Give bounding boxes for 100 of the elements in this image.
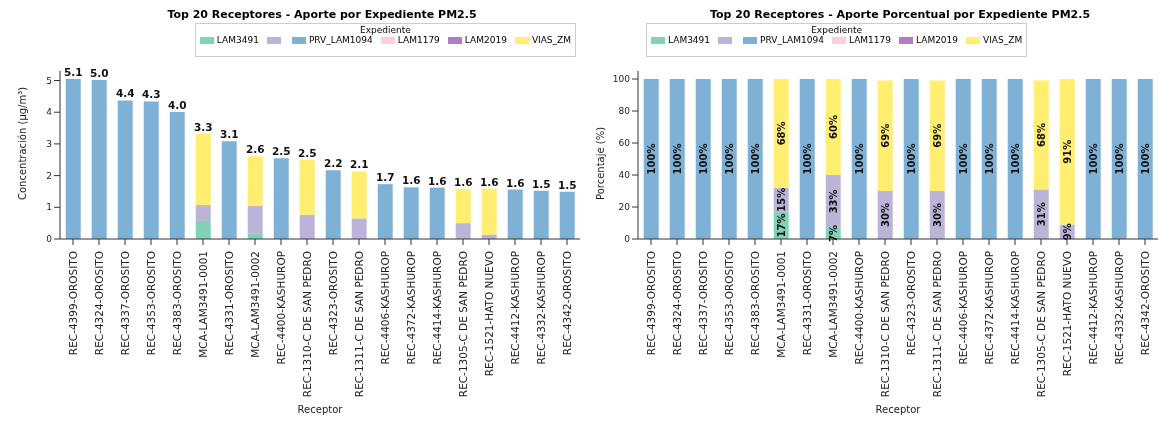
bar xyxy=(1111,79,1127,239)
bar xyxy=(981,79,997,239)
bar xyxy=(221,141,237,239)
chart-title: Top 20 Receptores - Aporte por Expediente PM2.5 xyxy=(166,8,478,23)
y-tick-label: 80 xyxy=(618,106,631,117)
bar xyxy=(1085,79,1101,239)
bar xyxy=(195,220,211,239)
x-tick-label: REC-4353-OROSITO xyxy=(723,251,735,356)
data-label: 69% xyxy=(932,123,944,148)
data-label: 68% xyxy=(1036,123,1048,147)
x-axis-title: Receptor xyxy=(297,404,344,415)
total-label: 2.1 xyxy=(349,158,369,171)
x-tick-label: REC-4324-OROSITO xyxy=(671,251,683,356)
legend-label: LAM1179 xyxy=(848,35,891,45)
bar xyxy=(929,80,945,191)
x-axis-title: Receptor xyxy=(875,404,922,415)
data-label: 17% xyxy=(776,213,788,238)
x-tick-label: REC-4323-OROSITO xyxy=(905,251,917,356)
bar xyxy=(325,170,341,239)
data-label: 100% xyxy=(906,143,918,175)
x-tick-label: REC-4337-OROSITO xyxy=(119,251,131,356)
legend-label: VIAS_ZM xyxy=(983,35,1023,45)
legend-label: LAM1179 xyxy=(397,35,440,45)
bar xyxy=(643,79,659,239)
y-tick-label: 20 xyxy=(618,202,631,213)
total-label: 1.7 xyxy=(375,171,395,184)
x-tick-label: REC-4406-KASHUROP xyxy=(379,251,391,365)
total-label: 3.3 xyxy=(193,120,213,133)
y-tick-label: 100 xyxy=(612,74,631,85)
x-tick-label: MCA-LAM3491-0002 xyxy=(827,251,839,358)
total-label: 1.5 xyxy=(557,178,577,191)
data-label: 91% xyxy=(1062,139,1074,164)
data-label: 100% xyxy=(854,143,866,175)
bar xyxy=(799,79,815,239)
bar xyxy=(143,101,159,239)
bar xyxy=(481,188,497,235)
total-label: 1.6 xyxy=(505,176,525,189)
x-tick-label: REC-1310-C DE SAN PEDRO xyxy=(301,251,313,398)
x-tick-label: REC-4383-OROSITO xyxy=(749,251,761,356)
x-tick-label: REC-4406-KASHUROP xyxy=(957,251,969,365)
x-tick-label: REC-4342-OROSITO xyxy=(1139,251,1151,356)
legend-title: Expediente xyxy=(811,25,862,35)
x-tick-label: REC-4324-OROSITO xyxy=(93,251,105,356)
total-label: 1.6 xyxy=(401,174,421,187)
data-label: 100% xyxy=(958,143,970,175)
data-label: 15% xyxy=(776,187,788,212)
legend-label: PRV_LAM1094 xyxy=(308,35,373,45)
bar xyxy=(955,79,971,239)
data-label: 9% xyxy=(1062,223,1074,241)
bar xyxy=(1033,80,1049,190)
data-label: 100% xyxy=(802,143,814,175)
data-label: 100% xyxy=(1088,143,1100,175)
data-label: 33% xyxy=(828,189,840,214)
total-label: 2.6 xyxy=(245,143,265,156)
total-label: 1.6 xyxy=(427,174,447,187)
bar xyxy=(1137,79,1153,239)
x-tick-label: REC-4353-OROSITO xyxy=(145,251,157,356)
data-label: 100% xyxy=(1140,143,1152,175)
y-tick-label: 0 xyxy=(46,234,53,245)
x-tick-label: REC-4323-OROSITO xyxy=(327,251,339,356)
total-label: 5.1 xyxy=(63,65,83,78)
x-tick-label: REC-1310-C DE SAN PEDRO xyxy=(879,251,891,398)
x-tick-label: MCA-LAM3491-0001 xyxy=(197,251,209,358)
bar xyxy=(117,100,133,239)
bar xyxy=(65,78,81,239)
x-tick-label: REC-4337-OROSITO xyxy=(697,251,709,356)
bar xyxy=(559,191,575,239)
x-tick-label: REC-4372-KASHUROP xyxy=(983,251,995,365)
total-label: 4.0 xyxy=(167,98,187,111)
bar xyxy=(695,79,711,239)
bar xyxy=(429,187,445,239)
total-label: 4.4 xyxy=(115,87,135,100)
x-tick-label: REC-4399-OROSITO xyxy=(645,251,657,356)
y-tick-label: 60 xyxy=(618,138,631,149)
y-tick-label: 0 xyxy=(624,234,631,245)
x-tick-label: REC-1305-C DE SAN PEDRO xyxy=(1035,251,1047,398)
total-label: 1.5 xyxy=(531,177,551,190)
bar xyxy=(351,171,367,219)
bar xyxy=(299,214,315,239)
bar xyxy=(247,206,263,234)
data-label: 30% xyxy=(932,203,944,227)
total-label: 2.5 xyxy=(297,147,317,160)
data-label: 100% xyxy=(646,143,658,175)
bar xyxy=(455,223,471,239)
total-label: 4.3 xyxy=(141,88,161,101)
total-label: 1.6 xyxy=(479,175,499,188)
data-label: 69% xyxy=(880,123,892,148)
legend-title: Expediente xyxy=(360,25,411,35)
y-tick-label: 4 xyxy=(46,107,53,118)
y-tick-label: 1 xyxy=(46,202,52,213)
y-tick-label: 5 xyxy=(46,75,52,86)
x-tick-label: REC-4331-OROSITO xyxy=(801,251,813,356)
data-label: 100% xyxy=(1114,143,1126,175)
bar xyxy=(903,79,919,239)
x-tick-label: REC-4400-KASHUROP xyxy=(275,251,287,365)
x-tick-label: REC-4399-OROSITO xyxy=(67,251,79,356)
data-label: 100% xyxy=(984,143,996,175)
bar xyxy=(351,218,367,239)
bar xyxy=(851,79,867,239)
y-tick-label: 2 xyxy=(46,170,52,181)
